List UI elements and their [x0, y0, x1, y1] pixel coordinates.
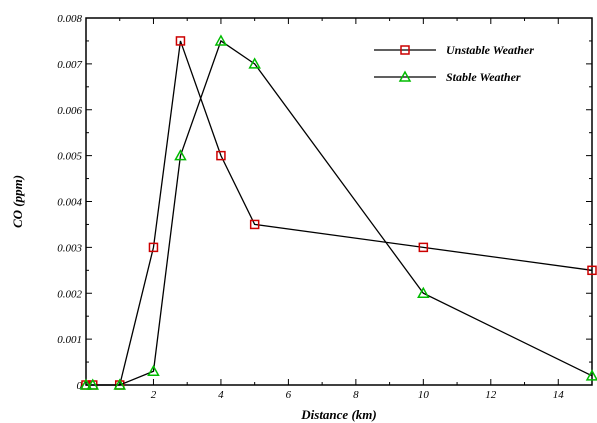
y-tick-label: 0.005 — [57, 151, 82, 163]
data-point — [248, 57, 261, 69]
data-point — [147, 364, 160, 376]
y-tick-label: 0.004 — [57, 197, 82, 209]
data-point — [587, 265, 597, 276]
legend: Unstable Weather Stable Weather — [374, 43, 534, 84]
x-tick-label: 10 — [418, 389, 430, 401]
data-point — [86, 378, 100, 390]
y-tick-label: 0.006 — [57, 105, 82, 117]
legend-marker — [398, 70, 412, 82]
series-1 — [79, 34, 597, 390]
x-tick-label: 12 — [485, 389, 497, 401]
series-0 — [81, 36, 597, 390]
x-tick-label: 8 — [353, 389, 359, 401]
data-point — [174, 149, 187, 161]
data-point — [113, 378, 127, 390]
data-point — [417, 286, 430, 298]
legend-label: Stable Weather — [446, 70, 521, 84]
legend-label: Unstable Weather — [446, 43, 534, 57]
y-tick-label: 0 — [77, 380, 83, 392]
data-point — [79, 378, 93, 390]
legend-marker — [400, 45, 410, 55]
y-tick-label: 0.007 — [57, 59, 82, 71]
data-point — [249, 219, 260, 230]
data-point — [214, 34, 228, 46]
y-tick-label: 0.002 — [57, 288, 82, 300]
x-tick-label: 6 — [286, 389, 292, 401]
y-tick-label: 0.008 — [57, 13, 82, 25]
series-layer — [79, 34, 597, 390]
x-axis-title: Distance (km) — [300, 407, 376, 422]
data-point — [418, 242, 429, 253]
y-tick-label: 0.001 — [57, 334, 82, 346]
data-point — [585, 369, 597, 381]
x-tick-label: 14 — [553, 389, 565, 401]
x-tick-label: 2 — [151, 389, 157, 401]
y-axis-title: CO (ppm) — [10, 175, 25, 228]
y-tick-label: 0.003 — [57, 242, 82, 254]
tick-marks: 0 0.001 0.002 0.003 0.004 0.005 0.006 0.007 0.00… — [57, 13, 592, 401]
series-line — [86, 39, 593, 386]
data-point — [148, 242, 159, 253]
series-line — [86, 40, 593, 386]
data-point — [175, 36, 186, 46]
x-tick-label: 4 — [218, 389, 224, 401]
data-point — [216, 150, 226, 161]
